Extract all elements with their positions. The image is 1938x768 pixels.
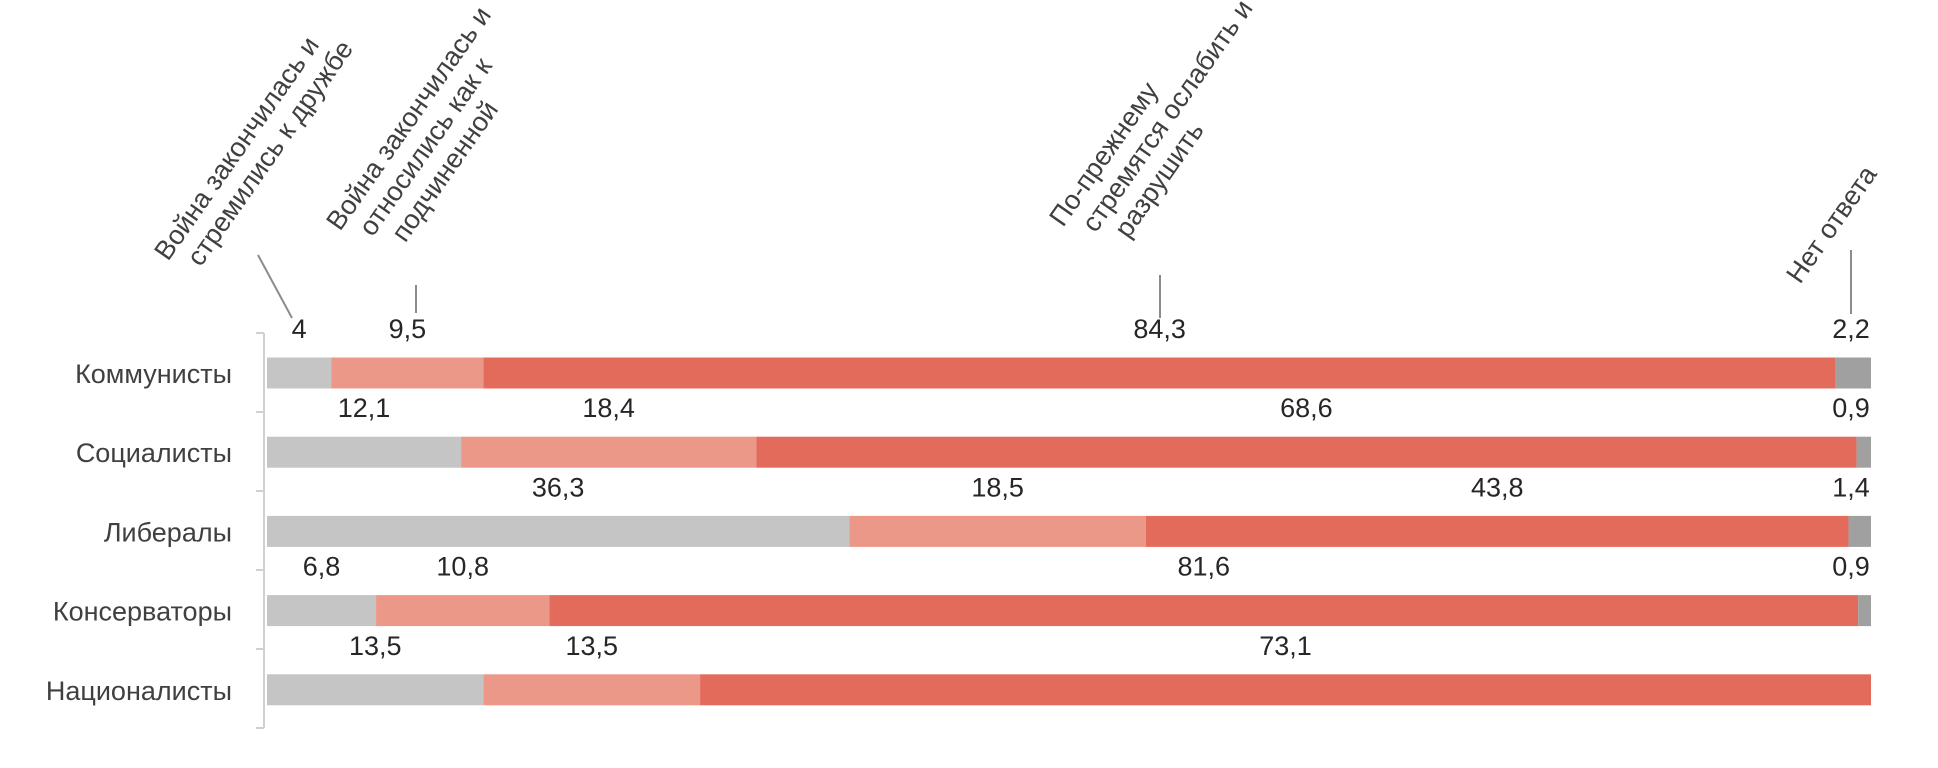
category-label: Социалисты xyxy=(76,438,232,468)
legend-leader-line xyxy=(257,254,293,319)
data-label: 10,8 xyxy=(436,552,489,582)
data-label: 9,5 xyxy=(389,314,427,344)
legend-label: Война закончилась и xyxy=(148,31,325,265)
bar-segment xyxy=(1835,357,1871,389)
legend-label: стремятся ослабить и xyxy=(1076,0,1259,237)
bar-segment xyxy=(756,436,1857,468)
bar-segment xyxy=(376,595,550,627)
category-label: Коммунисты xyxy=(75,359,232,389)
data-label: 68,6 xyxy=(1280,393,1333,423)
data-label: 2,2 xyxy=(1832,314,1870,344)
data-label: 12,1 xyxy=(338,393,391,423)
data-label: 0,9 xyxy=(1832,393,1870,423)
bar-segment xyxy=(1848,515,1871,547)
bar-segment xyxy=(267,515,850,547)
data-label: 13,5 xyxy=(349,631,402,661)
data-label: 81,6 xyxy=(1177,552,1230,582)
data-label: 1,4 xyxy=(1832,472,1870,502)
bar-segment xyxy=(1145,515,1849,547)
bar-segment xyxy=(483,674,701,706)
bar-segment xyxy=(549,595,1859,627)
bar-segment xyxy=(331,357,484,389)
bar-segment xyxy=(267,357,332,389)
bar-segment xyxy=(267,674,484,706)
bar-segment xyxy=(267,436,462,468)
data-label: 0,9 xyxy=(1832,552,1870,582)
data-label: 13,5 xyxy=(566,631,619,661)
category-label: Консерваторы xyxy=(53,597,232,627)
data-label: 4 xyxy=(292,314,307,344)
bars xyxy=(267,357,1871,706)
data-label: 84,3 xyxy=(1133,314,1186,344)
legend-label: стремились к дружбе xyxy=(181,35,359,271)
data-label: 18,4 xyxy=(582,393,635,423)
data-labels: 4 9,5 84,3 2,2 12,1 18,4 68,6 0,9 36,3 18,5 43,8 1,… xyxy=(292,314,1870,661)
category-label: Либералы xyxy=(104,517,232,547)
data-label: 6,8 xyxy=(303,552,341,582)
category-axis: Коммунисты Социалисты Либералы Консерваторы… xyxy=(46,332,265,729)
bar-segment xyxy=(1858,595,1871,627)
bar-segment xyxy=(700,674,1871,706)
legend-entry: Нет ответа xyxy=(1780,159,1883,288)
data-label: 43,8 xyxy=(1471,472,1524,502)
category-label: Националисты xyxy=(46,676,232,706)
data-label: 73,1 xyxy=(1259,631,1312,661)
bar-segment xyxy=(461,436,757,468)
bar-segment xyxy=(1856,436,1871,468)
bar-segment xyxy=(849,515,1146,547)
bar-segment xyxy=(267,595,377,627)
data-label: 36,3 xyxy=(532,472,585,502)
data-label: 18,5 xyxy=(971,472,1024,502)
bar-segment xyxy=(483,357,1836,389)
legend-label: Нет ответа xyxy=(1780,159,1883,288)
